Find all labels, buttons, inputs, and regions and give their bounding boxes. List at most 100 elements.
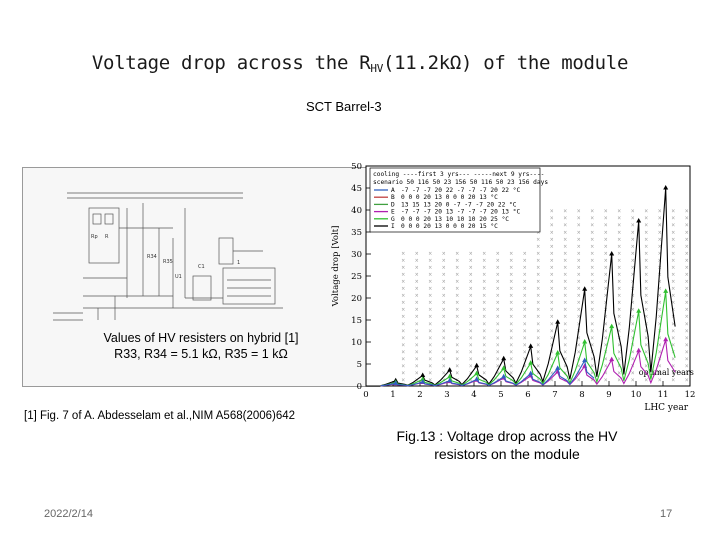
svg-text:×: × <box>671 300 675 306</box>
slide-date: 2022/2/14 <box>44 508 93 520</box>
svg-text:×: × <box>401 258 405 264</box>
series-point-I <box>555 319 561 324</box>
svg-text:×: × <box>442 265 446 271</box>
svg-text:×: × <box>482 307 486 313</box>
svg-text:×: × <box>671 216 675 222</box>
y-tick-label: 0 <box>357 382 362 392</box>
svg-text:×: × <box>671 237 675 243</box>
svg-text:×: × <box>631 279 635 285</box>
svg-text:×: × <box>590 321 594 327</box>
slide-subtitle: SCT Barrel-3 <box>306 99 382 114</box>
svg-text:×: × <box>469 286 473 292</box>
svg-text:×: × <box>536 364 540 370</box>
svg-text:×: × <box>563 279 567 285</box>
svg-text:×: × <box>631 216 635 222</box>
svg-text:×: × <box>536 314 540 320</box>
svg-text:×: × <box>509 328 513 334</box>
svg-text:×: × <box>617 272 621 278</box>
svg-text:×: × <box>496 286 500 292</box>
svg-text:×: × <box>469 300 473 306</box>
svg-text:×: × <box>482 356 486 362</box>
svg-text:×: × <box>604 209 608 215</box>
svg-text:×: × <box>577 300 581 306</box>
svg-text:×: × <box>617 364 621 370</box>
page-number: 17 <box>660 508 673 520</box>
svg-text:×: × <box>685 307 689 313</box>
svg-text:×: × <box>523 314 527 320</box>
svg-text:×: × <box>685 251 689 257</box>
svg-text:×: × <box>617 279 621 285</box>
svg-text:×: × <box>671 342 675 348</box>
series-line-A <box>380 358 595 387</box>
svg-text:×: × <box>509 293 513 299</box>
svg-text:×: × <box>523 279 527 285</box>
svg-text:×: × <box>604 251 608 257</box>
svg-text:×: × <box>509 378 513 384</box>
x-tick-label: 11 <box>658 390 669 400</box>
svg-text:×: × <box>685 230 689 236</box>
legend-name-B: B <box>391 194 395 201</box>
svg-text:×: × <box>469 356 473 362</box>
svg-text:×: × <box>523 335 527 341</box>
svg-text:×: × <box>577 272 581 278</box>
svg-text:×: × <box>644 223 648 229</box>
svg-text:×: × <box>658 223 662 229</box>
svg-text:×: × <box>455 335 459 341</box>
svg-text:×: × <box>604 328 608 334</box>
series-point-I <box>609 251 615 256</box>
svg-text:×: × <box>482 258 486 264</box>
svg-text:×: × <box>563 335 567 341</box>
reference-note: [1] Fig. 7 of A. Abdesselam et al.,NIM A… <box>24 410 296 422</box>
svg-text:×: × <box>563 258 567 264</box>
legend-values-B: 0 0 0 20 13 0 0 0 20 13 °C <box>401 193 498 201</box>
svg-text:×: × <box>590 342 594 348</box>
svg-text:×: × <box>415 300 419 306</box>
svg-text:×: × <box>442 349 446 355</box>
svg-text:×: × <box>631 230 635 236</box>
svg-text:×: × <box>631 356 635 362</box>
svg-text:×: × <box>577 230 581 236</box>
svg-text:×: × <box>604 230 608 236</box>
svg-text:×: × <box>644 216 648 222</box>
svg-text:×: × <box>577 378 581 384</box>
svg-text:×: × <box>442 328 446 334</box>
svg-text:×: × <box>658 251 662 257</box>
y-tick-label: 20 <box>351 294 362 304</box>
svg-text:×: × <box>536 371 540 377</box>
svg-text:×: × <box>658 216 662 222</box>
svg-text:×: × <box>536 293 540 299</box>
svg-text:R34: R34 <box>147 254 157 260</box>
svg-text:×: × <box>658 286 662 292</box>
legend-header-2: scenario 50 116 50 23 156 50 116 50 23 1… <box>373 179 548 186</box>
svg-text:×: × <box>455 265 459 271</box>
svg-text:×: × <box>577 209 581 215</box>
svg-text:×: × <box>550 244 554 250</box>
svg-text:×: × <box>631 209 635 215</box>
svg-text:×: × <box>442 300 446 306</box>
svg-text:×: × <box>604 244 608 250</box>
svg-text:×: × <box>523 300 527 306</box>
title-main: Voltage drop across the R <box>91 52 371 74</box>
svg-text:×: × <box>604 258 608 264</box>
svg-text:×: × <box>631 293 635 299</box>
svg-text:×: × <box>685 244 689 250</box>
svg-text:×: × <box>401 371 405 377</box>
svg-text:×: × <box>658 300 662 306</box>
svg-text:×: × <box>455 258 459 264</box>
series-point-A <box>501 373 507 379</box>
svg-text:×: × <box>401 307 405 313</box>
svg-text:×: × <box>550 371 554 377</box>
y-tick-label: 50 <box>351 162 362 172</box>
svg-text:×: × <box>671 335 675 341</box>
svg-text:×: × <box>509 314 513 320</box>
svg-text:×: × <box>685 223 689 229</box>
svg-text:×: × <box>563 349 567 355</box>
svg-text:×: × <box>671 230 675 236</box>
svg-text:×: × <box>482 272 486 278</box>
svg-text:×: × <box>563 364 567 370</box>
svg-text:×: × <box>604 364 608 370</box>
svg-text:×: × <box>482 300 486 306</box>
svg-text:×: × <box>523 328 527 334</box>
svg-text:×: × <box>442 314 446 320</box>
svg-text:×: × <box>523 286 527 292</box>
